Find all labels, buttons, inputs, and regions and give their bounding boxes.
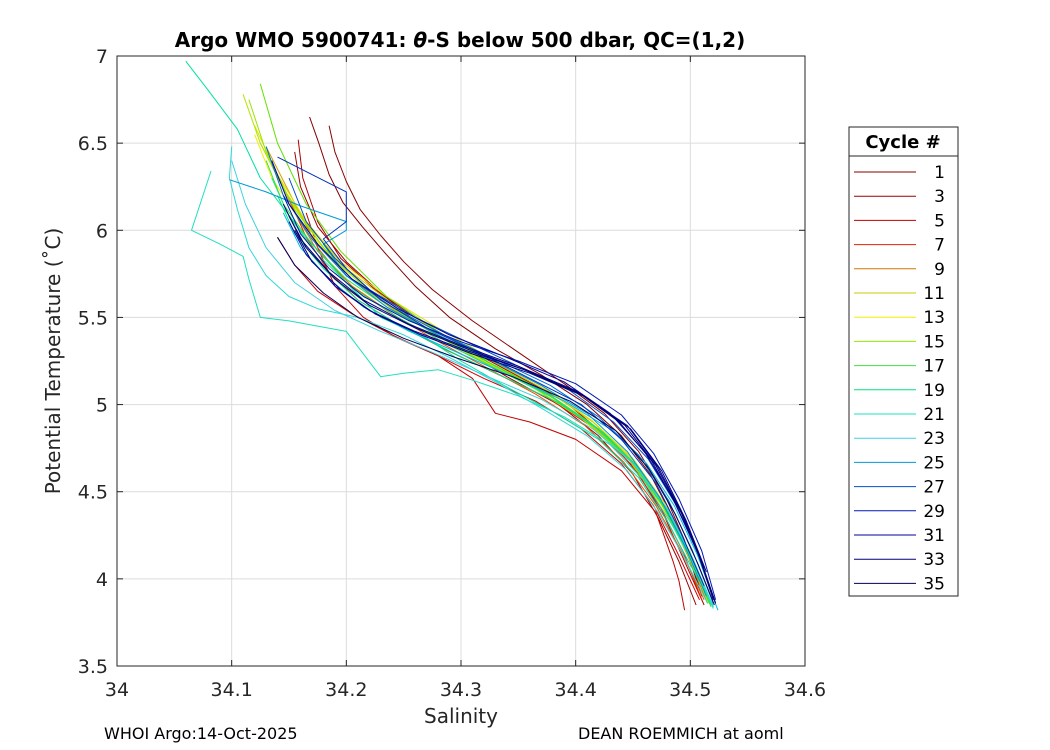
y-tick-label: 5.5 <box>78 307 108 329</box>
x-tick-label: 34.6 <box>784 679 826 701</box>
series-line-cycle-33 <box>294 230 707 573</box>
x-tick-label: 34.3 <box>440 679 482 701</box>
x-axis: 34 34.1 34.2 34.3 34.4 34.5 34.6 <box>105 56 826 701</box>
legend-label: 5 <box>934 211 945 231</box>
legend-title: Cycle # <box>865 132 940 153</box>
series-layer <box>185 60 719 611</box>
series-line-cycle-35 <box>277 237 715 606</box>
legend-label: 35 <box>923 574 945 594</box>
series-line-cycle-17 <box>265 160 712 606</box>
legend-label: 27 <box>923 478 945 498</box>
y-tick-label: 5 <box>96 395 108 417</box>
y-axis-label: Potential Temperature (˚C) <box>41 228 65 495</box>
legend-label: 7 <box>934 236 945 256</box>
y-tick-label: 6 <box>96 220 108 242</box>
x-tick-label: 34.1 <box>211 679 253 701</box>
y-axis: 3.5 4 4.5 5 5.5 6 6.5 7 <box>78 46 805 678</box>
y-tick-label: 3.5 <box>78 656 108 678</box>
series-line-cycle-28 <box>277 156 705 587</box>
y-tick-label: 7 <box>96 46 108 68</box>
legend-label: 25 <box>923 453 945 473</box>
legend-label: 23 <box>923 429 945 449</box>
legend-box <box>848 126 959 597</box>
legend-label: 13 <box>923 308 945 328</box>
y-tick-label: 4.5 <box>78 482 108 504</box>
series-line-cycle-20 <box>185 60 714 606</box>
series-line-cycle-1 <box>309 116 703 597</box>
footer-operator: DEAN ROEMMICH at aoml <box>578 724 784 743</box>
series-line-cycle-21 <box>191 170 714 609</box>
legend-label: 29 <box>923 502 945 522</box>
legend-label: 15 <box>923 332 945 352</box>
legend-label: 31 <box>923 526 945 546</box>
chart-title: Argo WMO 5900741: θ-S below 500 dbar, QC… <box>175 28 745 52</box>
legend-label: 1 <box>934 163 945 183</box>
legend-label: 3 <box>934 187 945 207</box>
legend-label: 17 <box>923 357 945 377</box>
x-tick-label: 34.2 <box>325 679 367 701</box>
y-tick-label: 6.5 <box>78 133 108 155</box>
legend-label: 9 <box>934 260 945 280</box>
y-tick-label: 4 <box>96 569 108 591</box>
x-tick-label: 34 <box>105 679 129 701</box>
series-line-cycle-25 <box>229 179 707 597</box>
series-line-cycle-30 <box>288 221 705 569</box>
legend-label: 11 <box>923 284 945 304</box>
series-line-cycle-34 <box>288 216 717 604</box>
series-line-cycle-22 <box>228 146 708 604</box>
x-tick-label: 34.4 <box>555 679 597 701</box>
legend-label: 33 <box>923 550 945 570</box>
series-line-cycle-19 <box>277 195 714 607</box>
series-line-cycle-29 <box>282 195 717 600</box>
legend-label: 21 <box>923 405 945 425</box>
series-line-cycle-5 <box>305 212 686 611</box>
footer-source: WHOI Argo:14-Oct-2025 <box>104 724 298 743</box>
legend-label: 19 <box>923 381 945 401</box>
x-tick-label: 34.5 <box>669 679 711 701</box>
x-axis-label: Salinity <box>424 704 498 728</box>
